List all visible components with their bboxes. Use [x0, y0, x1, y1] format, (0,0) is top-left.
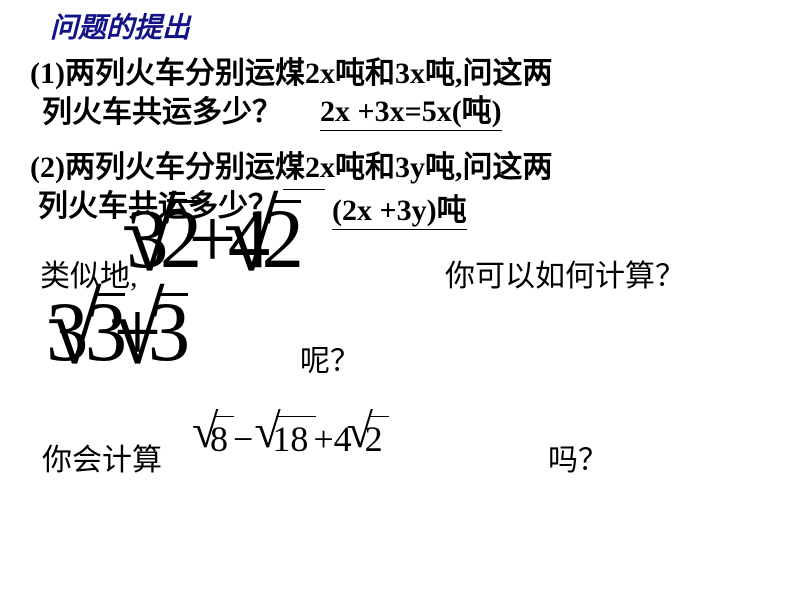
sqrt-group-7: √ 2 — [365, 418, 383, 460]
sqrt-sign: √ — [47, 280, 97, 380]
question1-answer: 2x +3x=5x(吨) — [320, 86, 502, 131]
sqrt-bar — [276, 416, 316, 417]
big-math-expr-1: 3 √ 2 + 4 √ 2 — [46, 197, 304, 282]
question1-line2: 列火车共运多少？ — [42, 87, 282, 131]
sqrt-bar — [271, 200, 301, 203]
ne-text: 呢？ — [300, 336, 360, 380]
small-math-minus: − — [233, 419, 253, 459]
question2-line1: (2)两列火车分别运煤2x吨和3y吨,问这两 — [30, 142, 552, 186]
sqrt-sign: √ — [223, 187, 273, 287]
small-math-expr: √ 8 − √ 18 +4 √ 2 — [200, 418, 383, 460]
section-title: 问题的提出 — [50, 6, 190, 46]
ma-text: 吗？ — [548, 435, 608, 479]
question2-underline — [283, 189, 325, 190]
sqrt-group-2: √ 2 — [261, 197, 299, 282]
sqrt-group-5: √ 8 — [210, 418, 228, 460]
sqrt-sign: √ — [110, 280, 160, 380]
sqrt-group-4: √ 3 — [148, 290, 186, 375]
sqrt-bar — [158, 293, 188, 296]
sqrt-bar — [369, 416, 389, 417]
big-math-expr-2: 3 √ 3 + √ 3 — [46, 290, 250, 375]
how-calculate-text: 你可以如何计算？ — [445, 251, 685, 295]
sqrt-sign: √ — [122, 187, 172, 287]
sqrt-bar — [214, 416, 234, 417]
question2-answer: (2x +3y)吨 — [332, 185, 467, 230]
sqrt-group-6: √ 18 — [272, 418, 308, 460]
can-you-calc-text: 你会计算 — [42, 435, 162, 479]
